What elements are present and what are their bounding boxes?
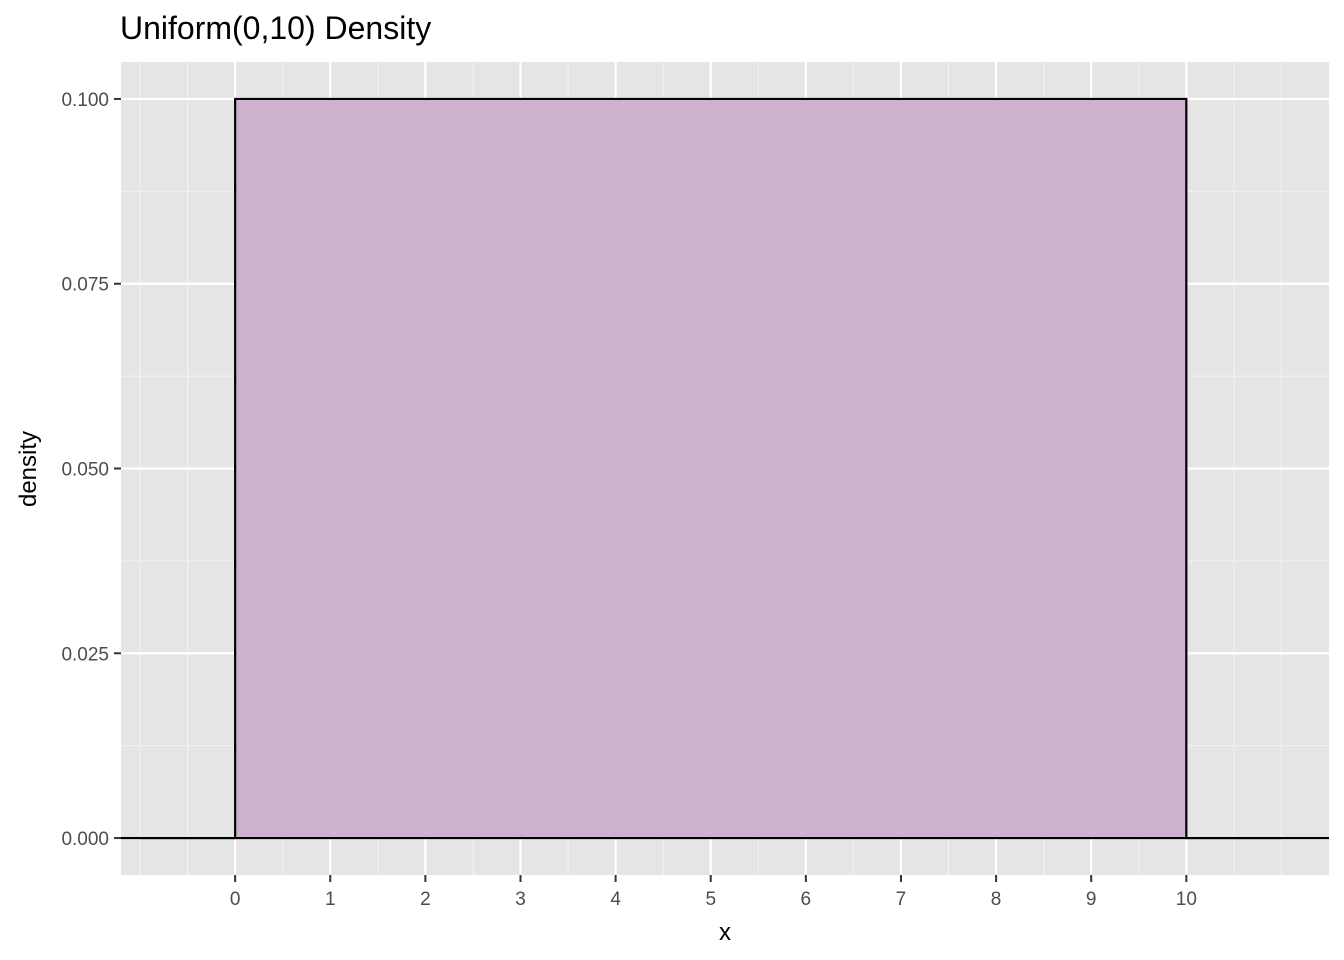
x-tick-label: 7 <box>896 889 907 910</box>
y-axis-title: density <box>15 431 42 507</box>
x-tick-label: 3 <box>515 889 526 910</box>
x-tick-label: 4 <box>610 889 621 910</box>
x-tick-label: 5 <box>705 889 716 910</box>
x-tick-label: 9 <box>1086 889 1097 910</box>
density-series <box>121 97 1329 840</box>
density-area <box>140 98 1282 839</box>
chart-title: Uniform(0,10) Density <box>120 10 431 46</box>
x-tick-label: 10 <box>1176 889 1197 910</box>
y-tick-label: 0.000 <box>61 829 109 850</box>
x-tick-label: 2 <box>420 889 431 910</box>
y-tick-label: 0.025 <box>61 644 109 665</box>
x-tick-label: 1 <box>325 889 336 910</box>
y-axis: 0.000 0.025 0.050 0.075 0.100 <box>61 90 121 850</box>
y-tick-label: 0.075 <box>61 275 109 296</box>
x-tick-label: 0 <box>230 889 241 910</box>
x-tick-label: 8 <box>991 889 1002 910</box>
x-axis-title: x <box>719 919 731 946</box>
y-tick-label: 0.100 <box>61 90 109 111</box>
x-axis: 0 1 2 3 4 5 6 7 8 9 10 <box>230 875 1197 910</box>
y-tick-label: 0.050 <box>61 460 109 481</box>
x-tick-label: 6 <box>801 889 812 910</box>
